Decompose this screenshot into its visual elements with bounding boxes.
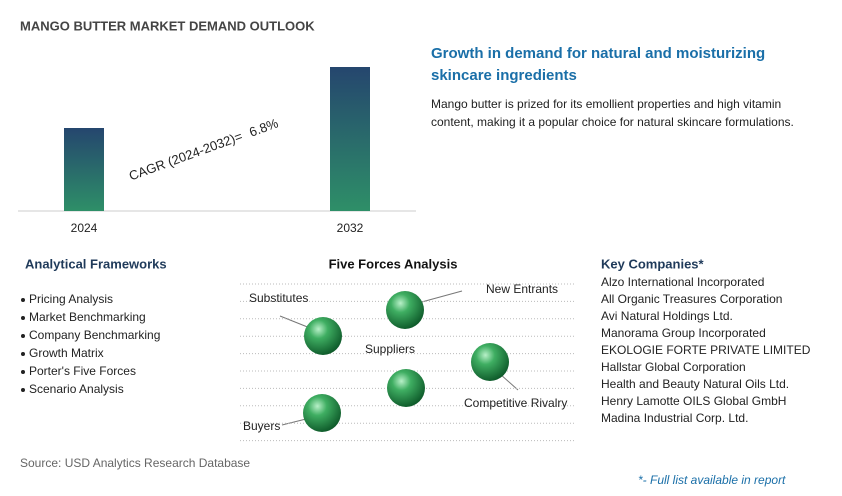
highlight-title: Growth in demand for natural and moistur… <box>431 45 765 62</box>
forces-diagram <box>240 283 576 442</box>
company: Alzo International Incorporated <box>601 275 764 289</box>
cagr-label: CAGR (2024-2032)= <box>127 128 245 183</box>
framework-item: Market Benchmarking <box>29 310 146 324</box>
company: Health and Beauty Natural Oils Ltd. <box>601 377 789 391</box>
framework-item: Scenario Analysis <box>29 382 124 396</box>
framework-item: Growth Matrix <box>29 346 104 360</box>
force-label: Suppliers <box>365 342 415 356</box>
bullet <box>21 370 25 374</box>
bullet <box>21 298 25 302</box>
bullet <box>21 316 25 320</box>
company: All Organic Treasures Corporation <box>601 292 782 306</box>
bar <box>64 128 104 211</box>
companies-title: Key Companies* <box>601 256 705 271</box>
company: Manorama Group Incorporated <box>601 326 766 340</box>
force-label: Buyers <box>243 419 280 433</box>
sphere <box>304 317 342 355</box>
framework-item: Pricing Analysis <box>29 292 113 306</box>
cagr: CAGR (2024-2032)= 6.8% <box>127 115 281 183</box>
framework-item: Company Benchmarking <box>29 328 160 342</box>
force-label: Competitive Rivalry <box>464 396 567 410</box>
company: Madina Industrial Corp. Ltd. <box>601 411 748 425</box>
highlight-body: content, making it a popular choice for … <box>431 115 794 129</box>
source: Source: USD Analytics Research Database <box>20 456 250 470</box>
forces-title: Five Forces Analysis <box>329 256 458 271</box>
sphere <box>387 369 425 407</box>
cagr-value: 6.8% <box>247 115 280 139</box>
x-tick-label: 2024 <box>71 221 98 235</box>
x-tick-label: 2032 <box>337 221 364 235</box>
company: EKOLOGIE FORTE PRIVATE LIMITED <box>601 343 811 357</box>
footnote: *- Full list available in report <box>638 473 786 487</box>
company: Avi Natural Holdings Ltd. <box>601 309 733 323</box>
sphere <box>471 343 509 381</box>
bar <box>330 67 370 211</box>
force-label: Substitutes <box>249 291 308 305</box>
sphere <box>303 394 341 432</box>
highlight-title: skincare ingredients <box>431 67 577 84</box>
title: MANGO BUTTER MARKET DEMAND OUTLOOK <box>20 18 315 33</box>
frameworks-title: Analytical Frameworks <box>25 256 167 271</box>
sphere <box>386 291 424 329</box>
bullet <box>21 352 25 356</box>
company: Hallstar Global Corporation <box>601 360 746 374</box>
company: Henry Lamotte OILS Global GmbH <box>601 394 786 408</box>
highlight-body: Mango butter is prized for its emollient… <box>431 97 781 111</box>
force-label: New Entrants <box>486 282 558 296</box>
bullet <box>21 388 25 392</box>
framework-item: Porter's Five Forces <box>29 364 136 378</box>
bullet <box>21 334 25 338</box>
